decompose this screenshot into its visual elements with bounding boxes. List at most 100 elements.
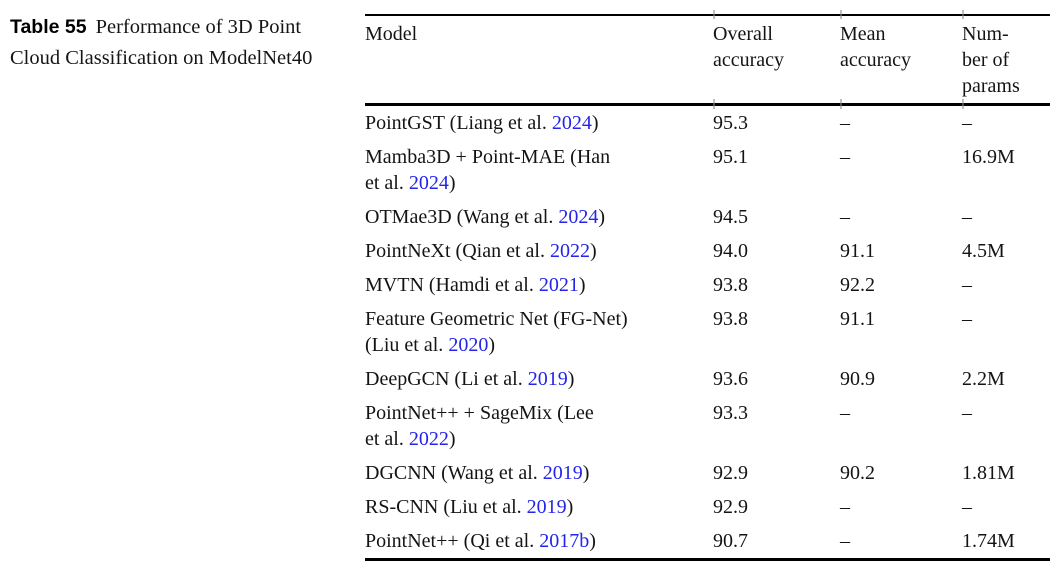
overall-accuracy-cell: 93.6 bbox=[713, 368, 748, 390]
overall-accuracy-cell: 94.5 bbox=[713, 206, 748, 228]
model-cell: DeepGCN (Li et al. 2019) bbox=[365, 362, 713, 396]
table-row: PointGST (Liang et al. 2024) 95.3 – – bbox=[365, 105, 1050, 141]
model-name: Feature Geometric Net (FG-Net) (Liu et a… bbox=[365, 308, 628, 356]
model-close-paren: ) bbox=[591, 112, 599, 134]
mean-accuracy-cell: – bbox=[840, 402, 850, 424]
citation-year-link[interactable]: 2022 bbox=[408, 428, 449, 450]
table-row: RS-CNN (Liu et al. 2019) 92.9 – – bbox=[365, 490, 1050, 524]
citation-year-link[interactable]: 2022 bbox=[549, 240, 590, 262]
model-close-paren: ) bbox=[488, 334, 495, 356]
mean-accuracy-cell: 91.1 bbox=[840, 308, 875, 330]
column-boundary-tick bbox=[713, 99, 715, 109]
model-name: Mamba3D + Point-MAE (Han et al. bbox=[365, 146, 611, 194]
table-row: Feature Geometric Net (FG-Net) (Liu et a… bbox=[365, 302, 1050, 362]
params-cell: 1.81M bbox=[962, 462, 1015, 484]
mean-accuracy-cell: – bbox=[840, 496, 850, 518]
citation-year-link[interactable]: 2019 bbox=[527, 368, 568, 390]
model-cell: Feature Geometric Net (FG-Net) (Liu et a… bbox=[365, 302, 713, 362]
column-boundary-tick bbox=[840, 99, 842, 109]
mean-accuracy-cell: 92.2 bbox=[840, 274, 875, 296]
header-row: Model Overall accuracy Mean accuracy Num… bbox=[365, 15, 1050, 106]
col-header-mean-accuracy: Mean accuracy bbox=[840, 15, 962, 106]
mean-accuracy-cell: – bbox=[840, 112, 850, 134]
model-cell: PointGST (Liang et al. 2024) bbox=[365, 105, 713, 141]
citation-year-link[interactable]: 2024 bbox=[408, 172, 449, 194]
model-close-paren: ) bbox=[582, 462, 590, 484]
table-body: PointGST (Liang et al. 2024) 95.3 – – Ma… bbox=[365, 105, 1050, 560]
model-cell: Mamba3D + Point-MAE (Han et al. 2024) bbox=[365, 140, 713, 200]
table-row: DeepGCN (Li et al. 2019) 93.6 90.9 2.2M bbox=[365, 362, 1050, 396]
citation-year-link[interactable]: 2020 bbox=[448, 334, 489, 356]
mean-accuracy-cell: 90.2 bbox=[840, 462, 875, 484]
citation-year-link[interactable]: 2024 bbox=[558, 206, 599, 228]
model-close-paren: ) bbox=[566, 496, 574, 518]
overall-accuracy-cell: 93.8 bbox=[713, 308, 748, 330]
table-caption: Table 55 Performance of 3D Point Cloud Cl… bbox=[10, 12, 326, 73]
model-close-paren: ) bbox=[567, 368, 575, 390]
params-cell: – bbox=[962, 274, 972, 296]
table-row: PointNet++ + SageMix (Lee et al. 2022) 9… bbox=[365, 396, 1050, 456]
mean-accuracy-cell: – bbox=[840, 530, 850, 552]
table-row: PointNet++ (Qi et al. 2017b) 90.7 – 1.74… bbox=[365, 524, 1050, 560]
table-row: DGCNN (Wang et al. 2019) 92.9 90.2 1.81M bbox=[365, 456, 1050, 490]
mean-accuracy-cell: – bbox=[840, 206, 850, 228]
results-table: Model Overall accuracy Mean accuracy Num… bbox=[365, 14, 1050, 561]
table-header: Model Overall accuracy Mean accuracy Num… bbox=[365, 15, 1050, 106]
model-name: RS-CNN (Liu et al. bbox=[365, 496, 527, 518]
model-cell: PointNeXt (Qian et al. 2022) bbox=[365, 234, 713, 268]
table-row: PointNeXt (Qian et al. 2022) 94.0 91.1 4… bbox=[365, 234, 1050, 268]
citation-year-link[interactable]: 2017b bbox=[539, 530, 590, 552]
citation-year-link[interactable]: 2021 bbox=[538, 274, 579, 296]
model-cell: OTMae3D (Wang et al. 2024) bbox=[365, 200, 713, 234]
citation-year-link[interactable]: 2019 bbox=[526, 496, 567, 518]
col-header-overall-accuracy: Overall accuracy bbox=[713, 15, 840, 106]
model-name: PointGST (Liang et al. bbox=[365, 112, 552, 134]
model-name: DeepGCN (Li et al. bbox=[365, 368, 528, 390]
overall-accuracy-cell: 93.8 bbox=[713, 274, 748, 296]
model-name: PointNet++ + SageMix (Lee et al. bbox=[365, 402, 594, 450]
model-name: DGCNN (Wang et al. bbox=[365, 462, 543, 484]
params-cell: – bbox=[962, 206, 972, 228]
table-row: OTMae3D (Wang et al. 2024) 94.5 – – bbox=[365, 200, 1050, 234]
params-cell: 2.2M bbox=[962, 368, 1005, 390]
col-header-number-of-params: Num- ber of params bbox=[962, 15, 1050, 106]
model-name: PointNeXt (Qian et al. bbox=[365, 240, 550, 262]
mean-accuracy-cell: – bbox=[840, 146, 850, 168]
model-close-paren: ) bbox=[448, 428, 456, 450]
table-caption-text: Performance of 3D Point Cloud Classifica… bbox=[10, 16, 313, 69]
column-boundary-tick bbox=[840, 10, 842, 19]
table-row: Mamba3D + Point-MAE (Han et al. 2024) 95… bbox=[365, 140, 1050, 200]
model-close-paren: ) bbox=[598, 206, 605, 228]
model-name: MVTN (Hamdi et al. bbox=[365, 274, 539, 296]
citation-year-link[interactable]: 2019 bbox=[542, 462, 583, 484]
model-name: OTMae3D (Wang et al. bbox=[365, 206, 559, 228]
mean-accuracy-cell: 91.1 bbox=[840, 240, 875, 262]
table-row: MVTN (Hamdi et al. 2021) 93.8 92.2 – bbox=[365, 268, 1050, 302]
params-cell: – bbox=[962, 496, 972, 518]
params-cell: – bbox=[962, 112, 972, 134]
model-close-paren: ) bbox=[589, 240, 597, 262]
col-header-model: Model bbox=[365, 15, 713, 106]
overall-accuracy-cell: 92.9 bbox=[713, 462, 748, 484]
params-cell: – bbox=[962, 402, 972, 424]
citation-year-link[interactable]: 2024 bbox=[551, 112, 592, 134]
table-caption-label: Table 55 bbox=[10, 16, 87, 38]
overall-accuracy-cell: 93.3 bbox=[713, 402, 748, 424]
column-boundary-tick bbox=[962, 10, 964, 19]
model-cell: MVTN (Hamdi et al. 2021) bbox=[365, 268, 713, 302]
model-cell: DGCNN (Wang et al. 2019) bbox=[365, 456, 713, 490]
model-close-paren: ) bbox=[589, 530, 596, 552]
model-cell: PointNet++ + SageMix (Lee et al. 2022) bbox=[365, 396, 713, 456]
overall-accuracy-cell: 92.9 bbox=[713, 496, 748, 518]
column-boundary-tick bbox=[713, 10, 715, 19]
model-close-paren: ) bbox=[578, 274, 586, 296]
model-name: PointNet++ (Qi et al. bbox=[365, 530, 540, 552]
model-cell: PointNet++ (Qi et al. 2017b) bbox=[365, 524, 713, 560]
model-cell: RS-CNN (Liu et al. 2019) bbox=[365, 490, 713, 524]
column-boundary-tick bbox=[962, 99, 964, 109]
params-cell: 1.74M bbox=[962, 530, 1015, 552]
params-cell: 16.9M bbox=[962, 146, 1015, 168]
mean-accuracy-cell: 90.9 bbox=[840, 368, 875, 390]
overall-accuracy-cell: 90.7 bbox=[713, 530, 748, 552]
